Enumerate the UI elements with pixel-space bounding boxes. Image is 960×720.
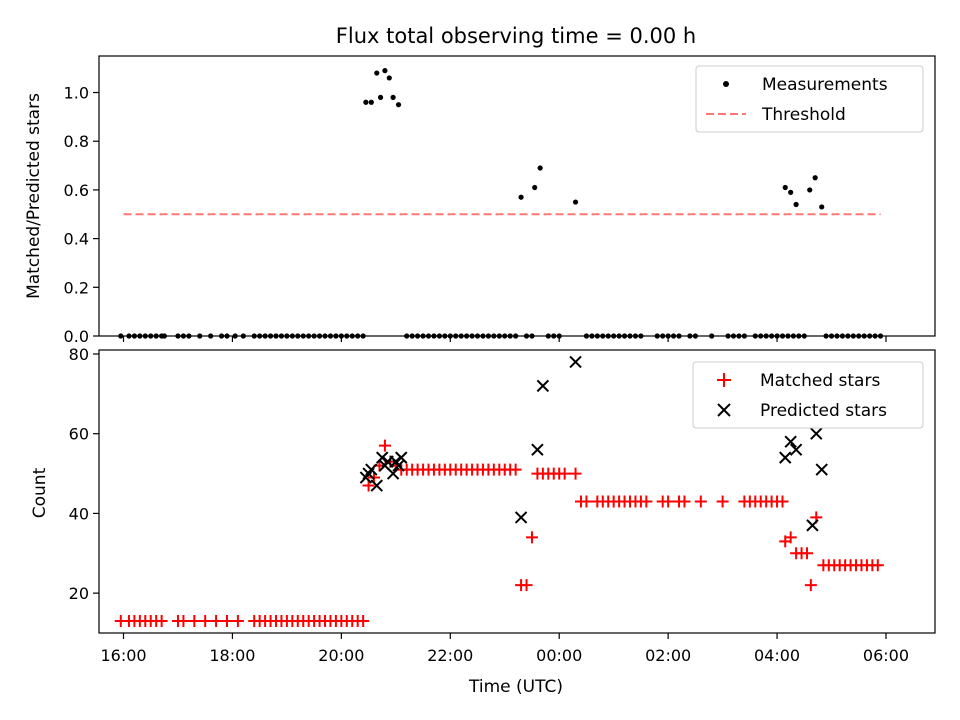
measurement-point — [788, 189, 794, 195]
matched-stars-point — [694, 495, 707, 508]
predicted-stars-point — [784, 435, 797, 448]
matched-stars-point — [784, 531, 797, 544]
matched-stars-point — [776, 495, 789, 508]
predicted-stars-point — [789, 443, 803, 456]
top-plot-area: 0.0 0.2 0.4 0.6 0.8 1.0 — [64, 55, 936, 346]
measurement-point — [518, 194, 524, 200]
predicted-stars-point — [392, 459, 405, 472]
legend-label-threshold: Threshold — [761, 105, 846, 125]
matched-stars-point — [357, 615, 370, 628]
matched-stars-point — [558, 467, 571, 480]
legend-label-matched: Matched stars — [760, 371, 880, 391]
matched-stars-point — [210, 615, 223, 628]
y-tick-label: 60 — [69, 425, 89, 444]
y-tick-label: 1.0 — [64, 84, 89, 103]
y-tick-label: 0.0 — [64, 327, 89, 346]
predicted-stars-point — [815, 463, 828, 476]
predicted-stars-point — [531, 443, 544, 456]
matched-stars-point — [177, 615, 190, 628]
y-tick-label: 0.4 — [64, 230, 89, 249]
axes-frame — [98, 55, 936, 337]
matched-stars-point — [716, 495, 729, 508]
x-tick-label: 06:00 — [863, 646, 909, 665]
measurement-point — [374, 70, 380, 76]
matched-stars-point — [378, 439, 391, 452]
y-tick-label: 40 — [69, 504, 89, 523]
top-legend: Measurements Threshold — [695, 65, 924, 133]
measurement-point — [395, 102, 402, 108]
matched-stars-point — [199, 615, 212, 628]
x-tick-label: 22:00 — [427, 646, 473, 665]
measurement-point — [386, 75, 392, 81]
predicted-stars-point — [395, 451, 408, 464]
matched-stars-point — [662, 495, 675, 508]
measurement-point — [390, 94, 396, 100]
predicted-stars-point — [810, 427, 823, 440]
predicted-stars-point — [569, 355, 582, 369]
legend-marker-predicted — [717, 403, 731, 417]
x-axis-label: Time (UTC) — [468, 677, 563, 697]
x-tick-label: 04:00 — [754, 646, 800, 665]
matched-stars-point — [520, 579, 533, 592]
x-tick-label: 02:00 — [645, 646, 691, 665]
matched-stars-point — [871, 559, 884, 572]
measurement-point — [532, 184, 538, 191]
measurement-point — [572, 199, 579, 205]
matched-stars-point — [678, 495, 691, 508]
y-tick-label: 0.6 — [64, 181, 89, 200]
matched-stars-point — [640, 495, 653, 508]
predicted-stars-point — [370, 479, 383, 492]
predicted-stars-point — [386, 467, 400, 480]
measurement-point — [363, 99, 369, 105]
predicted-stars-point — [536, 379, 550, 393]
predicted-stars-point — [806, 519, 819, 532]
matched-stars-point — [569, 467, 582, 480]
matched-stars-point — [801, 547, 814, 560]
measurement-point — [782, 184, 788, 191]
predicted-stars-point — [514, 511, 528, 524]
x-tick-label: 18:00 — [209, 646, 255, 665]
x-tick-label: 16:00 — [100, 646, 146, 665]
top-y-axis-label: Matched/Predicted stars — [24, 93, 44, 299]
bottom-panel: Count Time (UTC) 20 40 60 80 16:00 18:00 20:00… — [30, 345, 936, 697]
predicted-stars-point — [365, 463, 378, 476]
chart-title: Flux total observing time = 0.00 h — [336, 24, 696, 48]
y-tick-label: 0.2 — [64, 278, 89, 297]
measurement-point — [812, 175, 818, 181]
y-tick-label: 80 — [69, 345, 89, 364]
legend-marker-matched — [717, 373, 731, 387]
top-panel: Matched/Predicted stars 0.0 0.2 0.4 0.6 0.8 1… — [24, 55, 936, 346]
matched-stars-point — [155, 615, 168, 628]
measurement-point — [382, 68, 388, 74]
y-tick-label: 0.8 — [64, 132, 89, 151]
axes-frame — [98, 349, 936, 634]
bottom-plot-area: 20 40 60 80 16:00 18:00 20:00 22:00 00:00 02:00 04… — [69, 345, 936, 665]
bottom-legend: Matched stars Predicted stars — [692, 361, 924, 429]
legend-label-predicted: Predicted stars — [760, 401, 887, 421]
matched-stars-point — [188, 615, 201, 628]
matched-stars-point — [525, 531, 538, 544]
matched-stars-point — [231, 615, 244, 628]
measurement-point — [537, 165, 543, 171]
matched-stars-point — [580, 495, 593, 508]
predicted-stars-point — [779, 451, 792, 464]
measurement-point — [377, 94, 384, 100]
measurement-point — [368, 99, 374, 105]
top-legend-box — [695, 65, 924, 133]
legend-marker-measurements — [723, 81, 729, 87]
bottom-y-axis-label: Count — [30, 467, 50, 518]
legend-label-measurements: Measurements — [762, 75, 888, 95]
x-tick-label: 00:00 — [536, 646, 582, 665]
measurement-point — [807, 187, 813, 193]
x-tick-label: 20:00 — [318, 646, 364, 665]
predicted-stars-point — [375, 451, 389, 464]
matched-stars-point — [220, 615, 233, 628]
bottom-legend-box — [692, 361, 924, 429]
measurement-point — [819, 204, 825, 210]
y-tick-label: 20 — [69, 584, 89, 603]
matched-stars-point — [804, 579, 817, 592]
measurement-point — [793, 201, 799, 208]
matched-stars-point — [509, 463, 522, 476]
